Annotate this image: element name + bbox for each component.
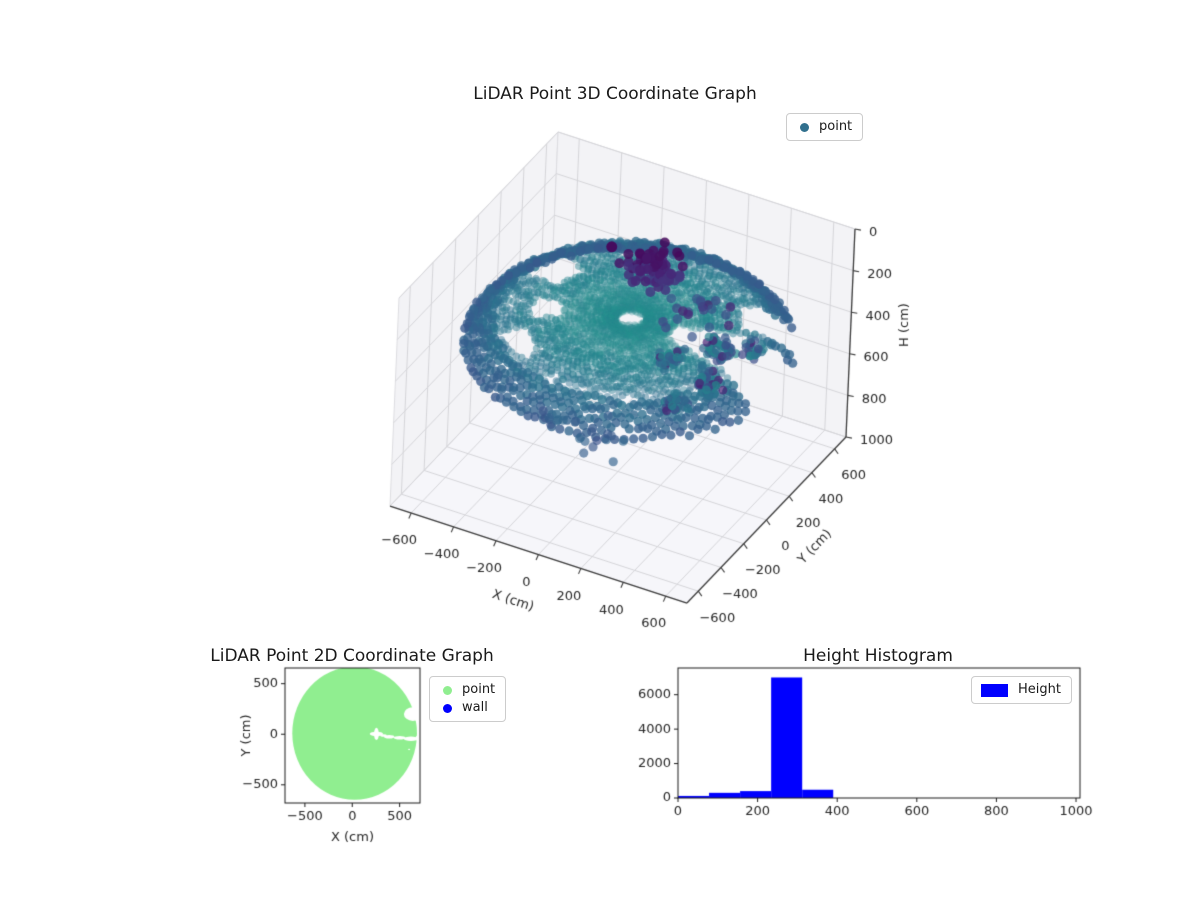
3d-scatter-plot-canvas (340, 100, 920, 650)
2d-plot-title: LiDAR Point 2D Coordinate Graph (210, 646, 494, 666)
2d-scatter-plot-canvas (225, 640, 455, 860)
wall-marker-icon (443, 703, 452, 713)
histogram-legend: Height (971, 676, 1072, 704)
2d-legend-point-label: point (462, 682, 496, 697)
point-marker-icon (443, 685, 452, 695)
histogram-legend-height-label: Height (1018, 682, 1061, 697)
3d-plot-title: LiDAR Point 3D Coordinate Graph (473, 84, 757, 104)
2d-legend-wall-label: wall (462, 700, 488, 715)
3d-legend-point-label: point (819, 119, 853, 134)
histogram-title: Height Histogram (803, 646, 953, 666)
point-marker-icon (800, 122, 809, 132)
height-histogram-canvas (600, 640, 1110, 830)
2d-plot-legend: point wall (429, 676, 507, 722)
3d-plot-legend: point (786, 113, 864, 141)
height-swatch-icon (981, 683, 1008, 697)
